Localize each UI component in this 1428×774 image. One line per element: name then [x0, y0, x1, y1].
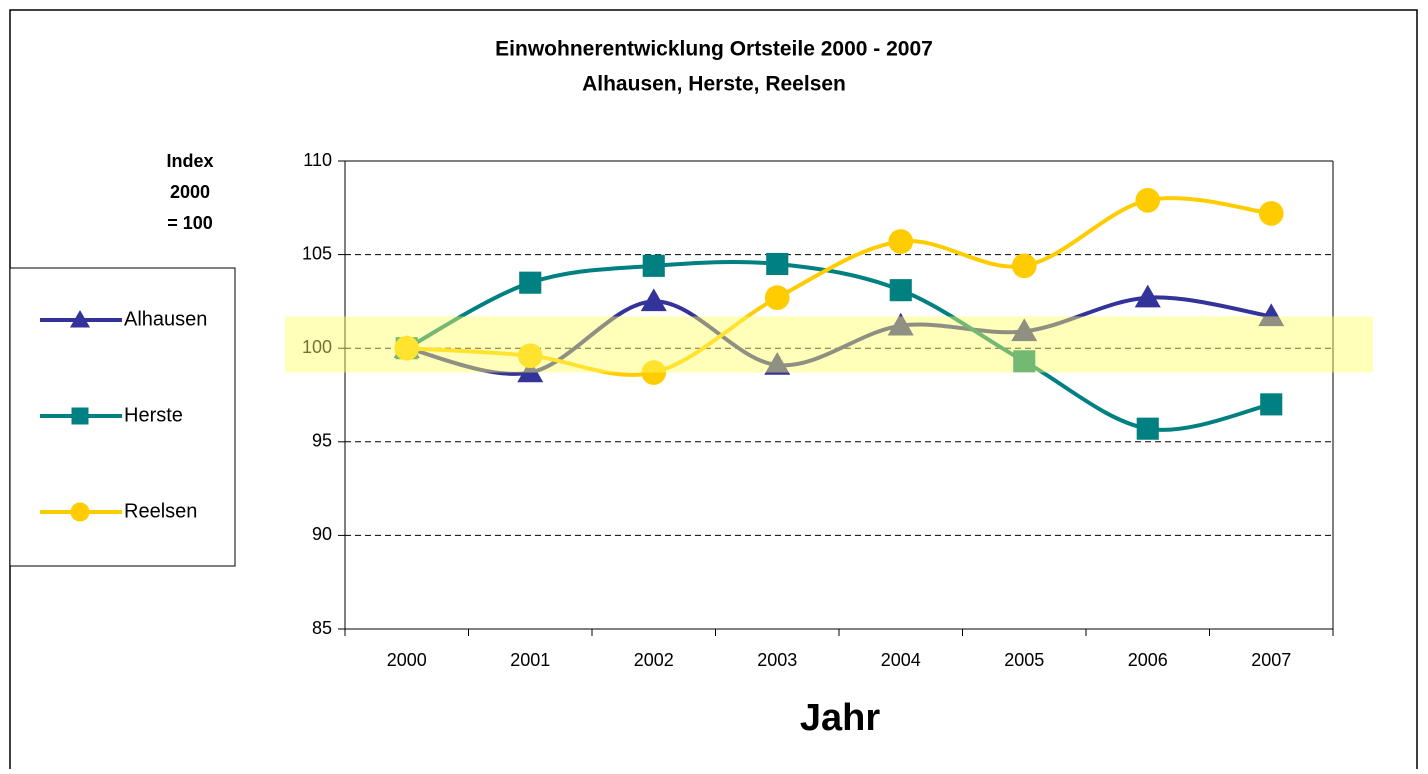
y-tick-label: 95: [312, 431, 332, 451]
marker-circle: [1011, 253, 1037, 279]
marker-triangle: [1134, 284, 1161, 308]
y-tick-label: 105: [302, 243, 332, 263]
chart-title: Alhausen, Herste, Reelsen: [582, 73, 846, 96]
marker-square: [1136, 417, 1159, 440]
series-line: [406, 196, 1272, 377]
x-tick-label: 2003: [757, 650, 797, 670]
marker-triangle: [517, 359, 544, 383]
marker-square: [642, 254, 665, 277]
x-tick-label: 2004: [881, 650, 921, 670]
marker-triangle: [764, 352, 791, 375]
y-tick-label: 85: [312, 618, 332, 638]
legend-label: Reelsen: [124, 500, 197, 522]
x-tick-label: 2006: [1128, 650, 1168, 670]
y-axis-label: = 100: [167, 213, 213, 233]
marker-circle: [1135, 187, 1161, 213]
x-tick-label: 2002: [634, 650, 674, 670]
marker-triangle: [640, 288, 667, 312]
x-tick-label: 2005: [1004, 650, 1044, 670]
marker-square: [1260, 393, 1283, 416]
x-tick-label: 2001: [510, 650, 550, 670]
y-tick-label: 100: [302, 337, 332, 357]
marker-circle: [764, 285, 790, 311]
marker-circle: [1258, 201, 1284, 226]
legend-label: Alhausen: [124, 308, 207, 330]
marker-triangle: [887, 312, 914, 336]
chart-title: Einwohnerentwicklung Ortsteile 2000 - 20…: [495, 38, 933, 61]
x-tick-label: 2000: [387, 650, 427, 670]
marker-triangle: [1258, 303, 1285, 327]
marker-square: [71, 407, 89, 425]
highlight-band: [285, 316, 1373, 373]
x-axis-label: Jahr: [800, 697, 880, 739]
marker-circle: [641, 360, 667, 385]
marker-square: [519, 271, 542, 294]
marker-circle: [888, 229, 914, 254]
y-tick-label: 110: [303, 150, 332, 170]
marker-square: [889, 279, 912, 302]
legend-label: Herste: [124, 404, 183, 426]
chart-border: [9, 9, 1418, 774]
marker-triangle: [70, 310, 90, 328]
marker-circle: [394, 335, 420, 361]
y-tick-label: 90: [312, 524, 332, 544]
marker-triangle: [1011, 318, 1038, 342]
marker-circle: [70, 502, 90, 522]
y-axis-label: 2000: [170, 182, 210, 202]
series-line: [406, 295, 1272, 376]
marker-square: [766, 252, 789, 276]
y-axis-label: Index: [166, 151, 213, 171]
x-tick-label: 2007: [1251, 650, 1291, 670]
marker-circle: [517, 343, 543, 369]
series-line: [405, 259, 1272, 432]
marker-square: [1013, 350, 1036, 373]
